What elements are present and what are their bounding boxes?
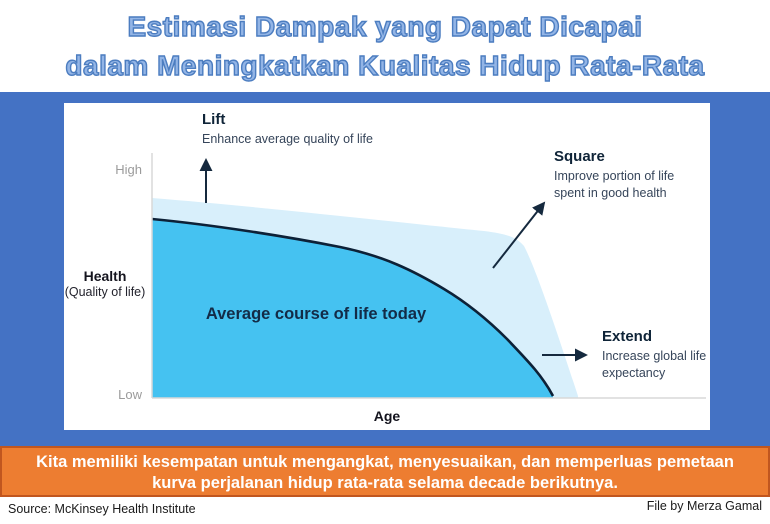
takeaway-banner: Kita memiliki kesempatan untuk mengangka… bbox=[0, 446, 770, 497]
page-title-line1: Estimasi Dampak yang Dapat Dicapai bbox=[127, 10, 643, 42]
today-course-label: Average course of life today bbox=[205, 305, 427, 323]
footer: Source: McKinsey Health Institute File b… bbox=[0, 497, 770, 524]
y-axis-label-main: Health bbox=[83, 268, 127, 284]
y-axis-label: Health (Quality of life) bbox=[64, 268, 146, 299]
lift-description: Enhance average quality of life bbox=[202, 132, 373, 146]
chart-panel: Lift Enhance average quality of life Squ… bbox=[0, 92, 770, 446]
today-course-curve bbox=[151, 217, 555, 397]
today-course-area bbox=[152, 219, 553, 398]
extend-description: Increase global life expectancy bbox=[602, 349, 707, 380]
x-axis-label: Age bbox=[373, 408, 401, 424]
life-course-chart bbox=[151, 153, 706, 399]
file-credit: File by Merza Gamal bbox=[646, 499, 762, 513]
takeaway-line2: kurva perjalanan hidup rata-rata selama … bbox=[152, 474, 618, 492]
square-description: Improve portion of life spent in good he… bbox=[554, 169, 675, 200]
page-title-line2: dalam Meningkatkan Kualitas Hidup Rata-R… bbox=[65, 49, 705, 81]
square-annotation: Square Improve portion of life spent in … bbox=[554, 148, 694, 202]
takeaway-line1: Kita memiliki kesempatan untuk mengangka… bbox=[36, 453, 734, 471]
page-title: Estimasi Dampak yang Dapat Dicapai dalam… bbox=[0, 0, 770, 92]
lift-title: Lift bbox=[202, 111, 226, 128]
square-arrow bbox=[492, 201, 546, 269]
y-axis-label-sub: (Quality of life) bbox=[64, 285, 146, 299]
y-tick-high: High bbox=[115, 162, 142, 177]
extend-title: Extend bbox=[602, 328, 653, 345]
chart-card: Lift Enhance average quality of life Squ… bbox=[64, 103, 710, 430]
square-title: Square bbox=[554, 148, 605, 165]
extend-annotation: Extend Increase global life expectancy bbox=[602, 328, 720, 382]
source-attribution: Source: McKinsey Health Institute bbox=[8, 502, 196, 516]
y-tick-low: Low bbox=[118, 387, 142, 402]
lift-annotation: Lift Enhance average quality of life bbox=[202, 111, 373, 148]
